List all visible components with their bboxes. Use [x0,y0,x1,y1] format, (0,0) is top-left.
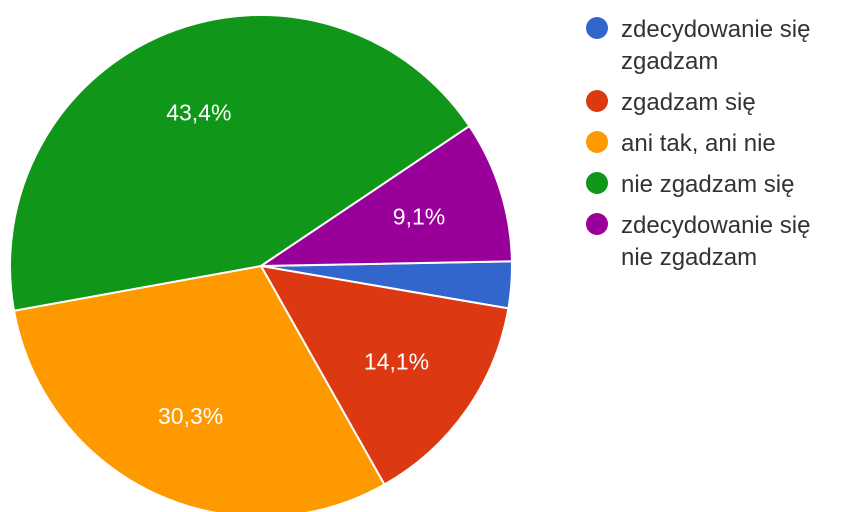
legend-label-strongly-disagree: zdecydowanie się nie zgadzam [621,212,811,271]
slice-label-zgadzam-sie: 14,1% [364,348,429,374]
legend-label-strongly-agree: zdecydowanie się zgadzam [621,16,811,75]
legend-label-neutral: ani tak, ani nie [621,130,776,157]
pie-slice-zdecydowanie-sie-nie-zgadzam[interactable] [257,124,513,268]
legend-item-disagree[interactable]: nie zgadzam się [586,169,848,201]
slice-label-nie-zgadzam-sie: 43,4% [166,100,231,126]
slice-label-ani-tak-ani-nie: 30,3% [158,403,223,429]
pie-slice-ani-tak-ani-nie[interactable] [12,264,386,512]
pie-slice-nie-zgadzam-sie[interactable] [9,14,471,312]
legend-item-neutral[interactable]: ani tak, ani nie [586,128,848,160]
legend-marker-strongly-disagree [586,213,608,235]
chart-legend: zdecydowanie się zgadzam zgadzam się ani… [586,14,848,283]
legend-marker-neutral [586,131,608,153]
legend-item-strongly-agree[interactable]: zdecydowanie się zgadzam [586,14,848,78]
legend-label-disagree: nie zgadzam się [621,171,795,198]
legend-marker-strongly-agree [586,17,608,39]
legend-label-agree: zgadzam się [621,89,756,116]
legend-item-agree[interactable]: zgadzam się [586,87,848,119]
legend-marker-disagree [586,172,608,194]
slice-label-zdecydowanie-sie-nie-zgadzam: 9,1% [393,203,445,229]
legend-item-strongly-disagree[interactable]: zdecydowanie się nie zgadzam [586,210,848,274]
pie-slice-zgadzam-sie[interactable] [259,264,510,486]
legend-marker-agree [586,90,608,112]
